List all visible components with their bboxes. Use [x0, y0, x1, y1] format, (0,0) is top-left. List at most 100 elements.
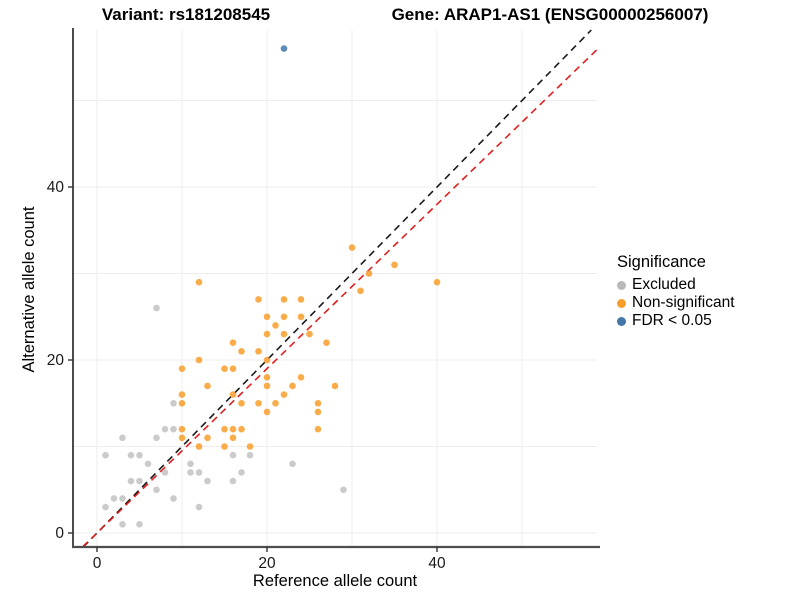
point-non-significant — [365, 270, 373, 277]
point-non-significant — [238, 425, 245, 433]
point-non-significant — [297, 374, 305, 381]
point-non-significant — [391, 261, 398, 269]
point-non-significant — [314, 425, 322, 433]
point-non-significant — [229, 425, 237, 433]
point-excluded — [289, 460, 296, 468]
point-non-significant — [348, 244, 356, 251]
excluded-dot-icon — [617, 280, 626, 290]
point-non-significant — [221, 443, 228, 450]
point-excluded — [127, 451, 135, 459]
reference-lines — [81, 29, 598, 548]
y-tick-label: 0 — [55, 525, 64, 542]
point-non-significant — [178, 425, 186, 433]
point-non-significant — [272, 399, 279, 407]
point-non-significant — [272, 322, 279, 329]
legend-item-excluded: Excluded — [617, 276, 735, 294]
point-non-significant — [357, 287, 364, 295]
point-excluded — [102, 451, 109, 459]
point-excluded — [144, 460, 152, 468]
point-non-significant — [221, 425, 228, 433]
point-non-significant — [263, 313, 271, 321]
point-excluded — [340, 486, 347, 494]
point-non-significant — [229, 339, 237, 347]
point-non-significant — [178, 365, 186, 372]
point-excluded — [153, 304, 160, 312]
fdr-dot-icon — [617, 316, 626, 326]
point-non-significant — [314, 408, 322, 416]
point-non-significant — [280, 391, 288, 398]
point-non-significant — [306, 330, 313, 338]
point-non-significant — [195, 443, 203, 450]
point-excluded — [187, 460, 194, 468]
y-tick-label: 40 — [47, 179, 65, 196]
tick-labels: 0 20 40 0 20 40 — [47, 179, 446, 572]
point-non-significant — [221, 365, 228, 372]
point-excluded — [170, 495, 177, 502]
point-non-significant — [263, 382, 271, 390]
x-tick-label: 40 — [428, 555, 446, 572]
point-excluded — [153, 434, 160, 442]
non-significant-dot-icon — [617, 298, 626, 308]
point-non-significant — [263, 408, 271, 416]
point-fdr-0-05 — [280, 45, 288, 52]
point-non-significant — [229, 434, 237, 442]
point-non-significant — [263, 356, 271, 364]
legend-item-non-significant: Non-significant — [617, 294, 735, 312]
point-non-significant — [238, 399, 245, 407]
x-tick-label: 20 — [258, 555, 276, 572]
point-non-significant — [246, 443, 254, 450]
point-non-significant — [289, 382, 296, 390]
point-non-significant — [280, 330, 288, 338]
point-non-significant — [204, 434, 211, 442]
gridlines — [73, 30, 597, 547]
point-excluded — [204, 477, 211, 485]
point-non-significant — [331, 382, 339, 390]
point-non-significant — [229, 391, 237, 398]
point-non-significant — [297, 313, 305, 321]
point-non-significant — [314, 399, 322, 407]
legend-title: Significance — [617, 253, 706, 271]
identity-line — [82, 29, 592, 548]
point-non-significant — [238, 348, 245, 355]
point-non-significant — [178, 434, 186, 442]
x-axis-label: Reference allele count — [252, 572, 418, 590]
point-non-significant — [280, 296, 288, 303]
point-excluded — [170, 399, 177, 407]
point-excluded — [195, 469, 203, 476]
point-excluded — [161, 469, 169, 476]
point-non-significant — [323, 339, 330, 347]
legend: Significance Excluded Non-significant FD… — [617, 253, 735, 330]
point-excluded — [119, 434, 126, 442]
point-non-significant — [178, 399, 186, 407]
y-tick-label: 20 — [47, 352, 65, 369]
axis-lines — [72, 28, 600, 549]
point-excluded — [229, 451, 237, 459]
data-points — [102, 45, 441, 528]
point-excluded — [110, 495, 118, 502]
point-excluded — [161, 425, 169, 433]
point-excluded — [153, 486, 160, 494]
point-excluded — [187, 469, 194, 476]
gene-title: Gene: ARAP1-AS1 (ENSG00000256007) — [391, 5, 709, 24]
point-excluded — [136, 477, 143, 485]
x-tick-label: 0 — [93, 555, 102, 572]
point-non-significant — [255, 399, 262, 407]
point-excluded — [136, 521, 143, 528]
point-non-significant — [195, 356, 203, 364]
point-non-significant — [263, 330, 271, 338]
tick-marks — [68, 186, 438, 552]
point-non-significant — [204, 382, 211, 390]
y-axis-label: Alternative allele count — [20, 206, 38, 373]
point-non-significant — [255, 348, 262, 355]
point-excluded — [195, 503, 203, 511]
point-excluded — [127, 477, 135, 485]
legend-label-non-significant: Non-significant — [632, 294, 735, 311]
point-non-significant — [263, 374, 271, 381]
point-non-significant — [255, 296, 262, 303]
fitted-ratio-line — [81, 49, 598, 548]
point-non-significant — [297, 296, 305, 303]
point-non-significant — [229, 365, 237, 372]
legend-item-fdr: FDR < 0.05 — [617, 312, 735, 330]
